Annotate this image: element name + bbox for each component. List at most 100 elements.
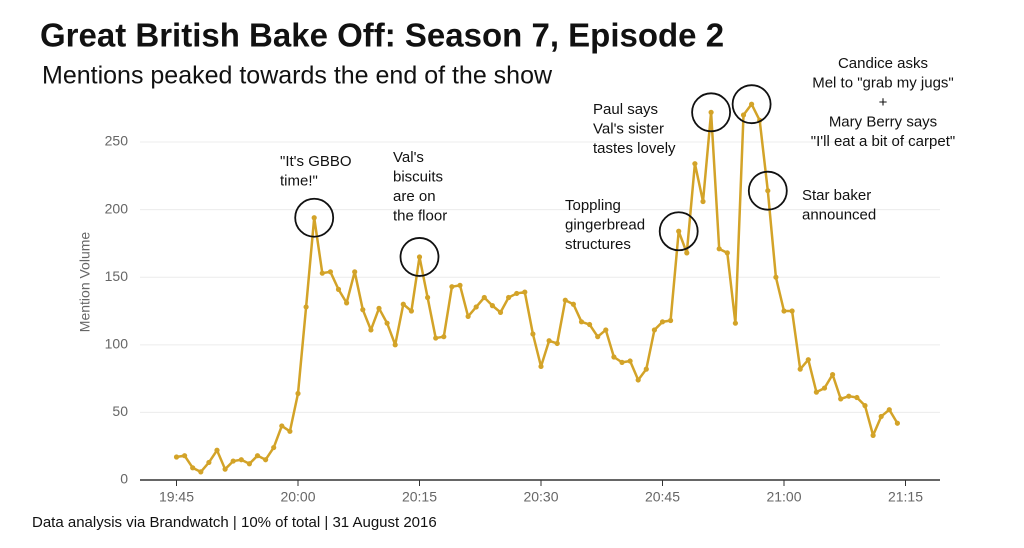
y-tick-label: 250 — [105, 133, 129, 149]
data-point — [781, 308, 787, 314]
data-point — [587, 321, 593, 328]
data-point — [570, 301, 577, 307]
data-point — [619, 359, 625, 365]
chart-subtitle: Mentions peaked towards the end of the s… — [42, 62, 553, 90]
x-tick-label: 20:15 — [402, 489, 437, 505]
data-point — [230, 458, 236, 464]
data-point — [797, 366, 803, 372]
x-tick-label: 20:30 — [523, 489, 558, 505]
data-point — [562, 297, 568, 303]
data-point — [449, 284, 455, 290]
y-tick-label: 50 — [112, 403, 128, 419]
data-point — [238, 457, 244, 463]
data-point — [368, 327, 374, 333]
annotation: Star baker — [802, 187, 871, 204]
annotation: announced — [802, 206, 876, 223]
y-tick-label: 150 — [105, 268, 129, 284]
data-point — [821, 385, 828, 391]
x-tick-label: 21:15 — [888, 489, 923, 505]
data-point — [870, 432, 876, 438]
data-point — [668, 317, 674, 324]
x-tick-label: 20:00 — [280, 489, 315, 505]
data-point — [473, 304, 479, 310]
highlight-circle — [691, 92, 731, 133]
annotation: Mary Berry says — [829, 113, 937, 130]
data-point — [335, 286, 342, 292]
data-point — [611, 354, 617, 360]
x-tick-label: 20:45 — [645, 489, 680, 505]
data-point — [773, 274, 779, 280]
data-point — [506, 294, 512, 301]
data-point — [206, 459, 212, 466]
data-point — [838, 396, 844, 402]
y-tick-label: 0 — [120, 471, 128, 487]
data-point — [643, 366, 649, 372]
data-point — [538, 363, 544, 370]
data-point — [878, 413, 884, 420]
series-line — [176, 102, 899, 474]
data-point — [214, 447, 220, 453]
data-point — [441, 334, 447, 340]
data-point — [862, 403, 868, 409]
data-point — [425, 294, 431, 301]
data-point — [635, 377, 641, 383]
x-tick-label: 21:00 — [766, 489, 801, 505]
annotation: are on — [393, 188, 436, 205]
annotation: Val's sister — [593, 120, 664, 137]
highlight-circle — [658, 211, 699, 252]
annotation: + — [879, 94, 888, 111]
data-point — [384, 320, 390, 326]
data-point — [659, 319, 666, 325]
data-point — [344, 300, 350, 306]
data-point — [319, 270, 325, 276]
data-point — [789, 308, 795, 314]
data-point — [846, 393, 852, 399]
data-point — [416, 254, 423, 260]
data-point — [651, 327, 658, 333]
annotation: Candice asks — [838, 55, 928, 72]
annotation: "I'll eat a bit of carpet" — [811, 133, 955, 150]
data-point — [497, 309, 504, 315]
annotation: "It's GBBO — [280, 153, 352, 170]
highlight-circle — [747, 170, 788, 211]
highlight-circle — [294, 197, 335, 238]
data-point — [279, 423, 285, 429]
data-point — [246, 461, 252, 467]
y-axis-label: Mention Volume — [77, 232, 93, 333]
data-point — [805, 357, 811, 363]
data-point — [530, 331, 536, 337]
data-point — [514, 290, 520, 297]
data-point — [222, 466, 228, 472]
data-point — [360, 307, 366, 313]
data-point — [352, 269, 358, 275]
annotation: structures — [565, 236, 631, 253]
data-point — [522, 289, 528, 295]
highlight-circle — [399, 237, 440, 277]
data-point — [603, 327, 609, 333]
data-point — [894, 420, 901, 426]
data-point — [732, 320, 739, 326]
data-point — [182, 453, 188, 459]
data-point — [813, 389, 820, 395]
annotation: gingerbread — [565, 216, 645, 233]
data-point — [749, 101, 755, 107]
annotation: Paul says — [593, 101, 658, 118]
data-point — [263, 457, 269, 463]
annotation: the floor — [393, 207, 447, 224]
data-point — [457, 282, 463, 288]
annotation: time!" — [280, 172, 318, 189]
data-point — [190, 465, 196, 471]
data-point — [400, 301, 406, 307]
data-point — [465, 313, 471, 320]
data-point — [627, 358, 633, 364]
annotation: Val's — [393, 149, 424, 166]
data-point — [765, 188, 771, 194]
x-tick-label: 19:45 — [159, 489, 194, 505]
data-point — [481, 294, 487, 301]
data-point — [433, 335, 439, 341]
footer: Data analysis via Brandwatch | 10% of to… — [32, 514, 437, 531]
data-point — [692, 161, 698, 167]
highlight-circle — [731, 84, 772, 125]
data-point — [830, 371, 836, 378]
data-point — [546, 338, 552, 344]
